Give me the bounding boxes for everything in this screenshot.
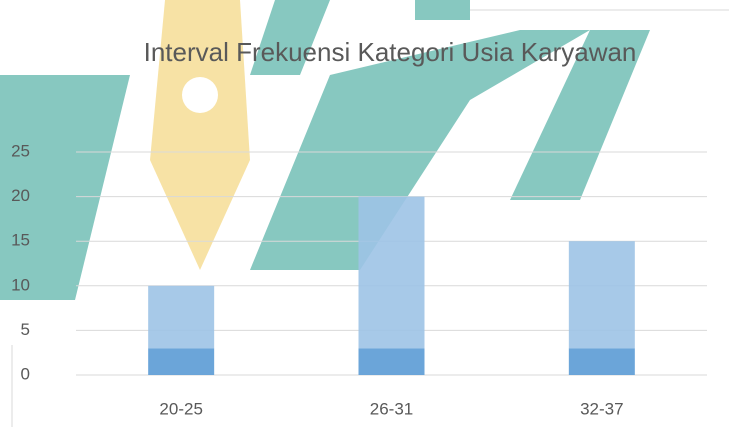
bar-segment	[148, 286, 214, 348]
y-tick-label: 5	[21, 320, 30, 339]
y-tick-label: 10	[11, 275, 30, 294]
bar-segment	[569, 348, 635, 375]
chart: 0 5 10 15 20 25 20-25 26-31 32-37 Interval Freku…	[0, 0, 729, 427]
y-tick-label: 0	[21, 364, 30, 383]
chart-title: Interval Frekuensi Kategori Usia Karyawa…	[130, 28, 650, 76]
bar-segment	[569, 241, 635, 348]
bar-segment	[359, 197, 425, 349]
y-tick-label: 15	[11, 231, 30, 250]
x-tick-label: 26-31	[370, 399, 413, 418]
y-tick-label: 25	[11, 141, 30, 160]
y-tick-label: 20	[11, 186, 30, 205]
bar-segment	[359, 348, 425, 375]
bar-segment	[148, 348, 214, 375]
x-tick-label: 32-37	[580, 399, 623, 418]
x-tick-label: 20-25	[159, 399, 202, 418]
